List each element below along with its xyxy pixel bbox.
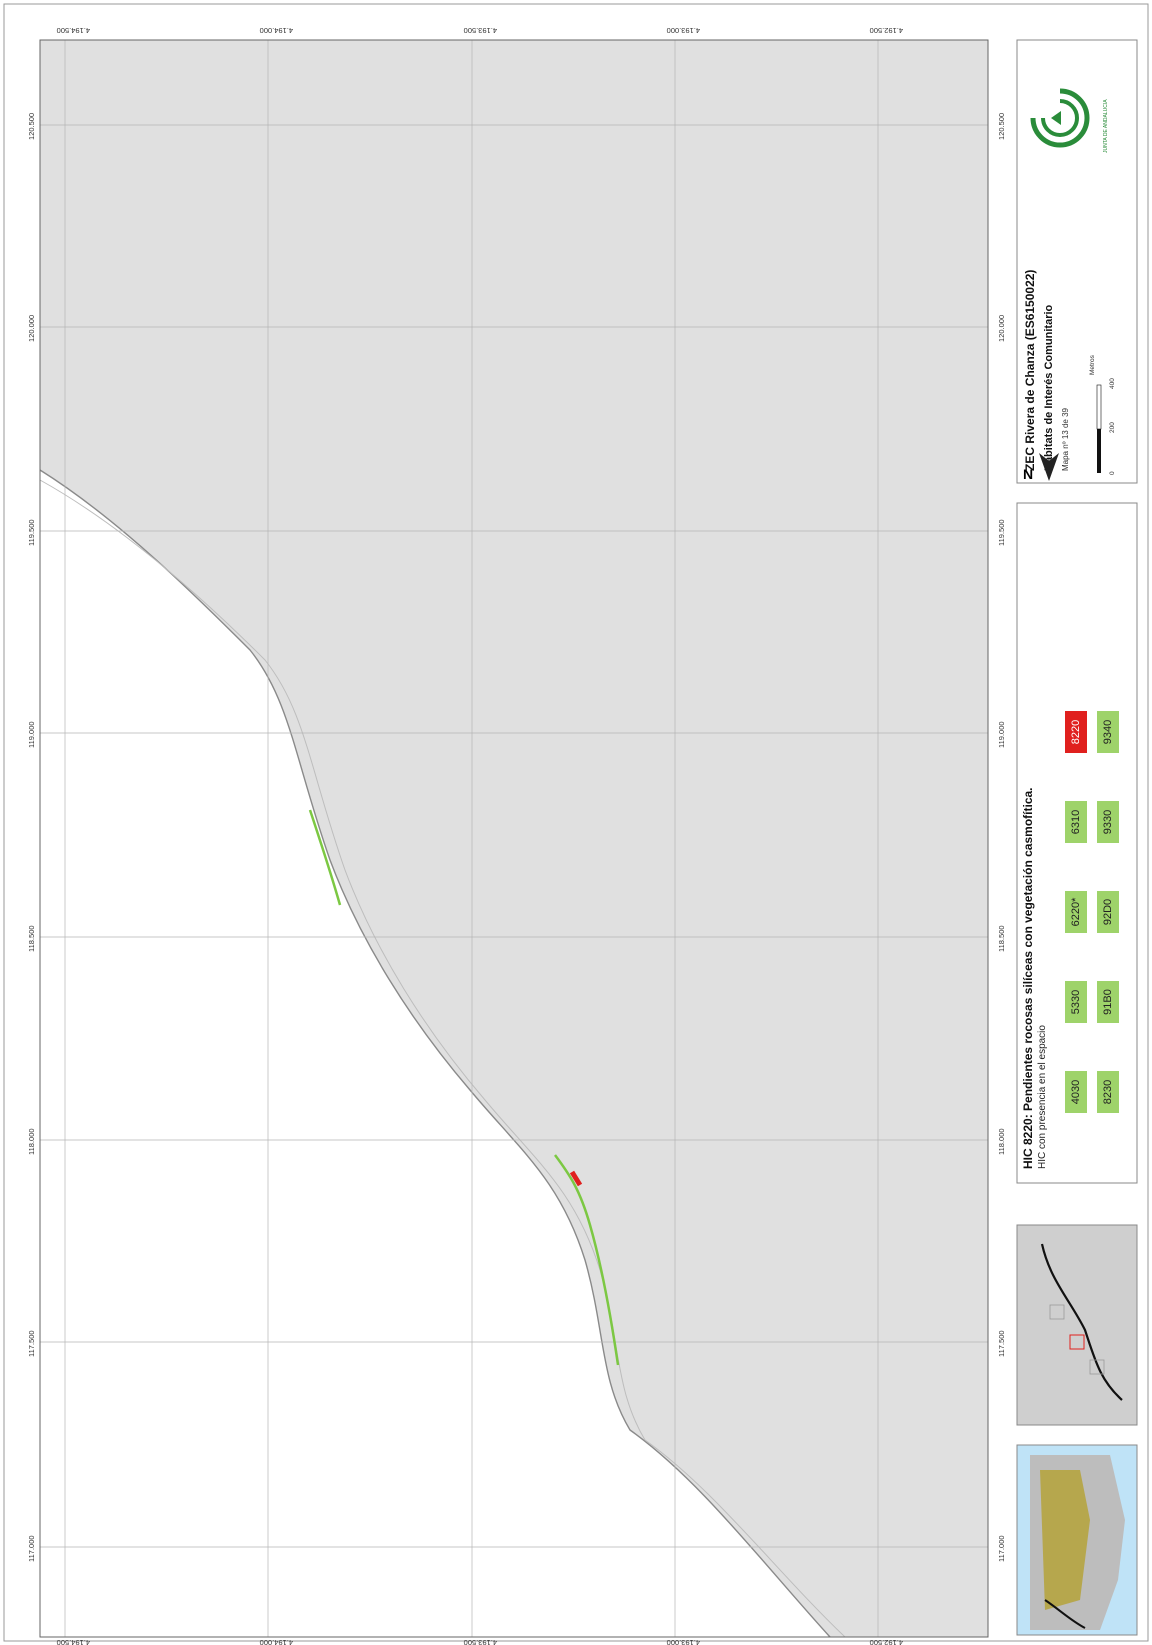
tick-x-6: 120.000 xyxy=(27,315,36,342)
tick-x-r-2: 118.000 xyxy=(997,1128,1006,1155)
hic-8220-patch xyxy=(569,1170,583,1187)
north-label: N xyxy=(1022,465,1034,482)
legend-box xyxy=(1016,502,1138,1184)
scale-200: 200 xyxy=(1109,422,1116,433)
tick-y-top-0: 4.194.500 xyxy=(57,26,90,35)
tick-y-bot-3: 4.193.000 xyxy=(667,1638,700,1645)
tick-x-r-1: 117.500 xyxy=(997,1330,1006,1357)
tick-x-3: 118.500 xyxy=(27,925,36,952)
scale-400: 400 xyxy=(1109,378,1116,389)
logo-text: JUNTA DE ANDALUCIA xyxy=(1103,99,1109,153)
tick-x-r-7: 120.500 xyxy=(997,113,1006,140)
locator-inset-zec xyxy=(1016,1224,1138,1426)
map-number: Mapa nº 13 de 39 xyxy=(1061,408,1070,471)
tick-y-top-2: 4.193.500 xyxy=(464,26,497,35)
map-title: ZEC Rivera de Chanza (ES6150022) xyxy=(1023,269,1037,471)
tick-x-r-0: 117.000 xyxy=(997,1535,1006,1562)
tick-y-top-1: 4.194.000 xyxy=(260,26,293,35)
tick-x-0: 117.000 xyxy=(27,1535,36,1562)
locator-inset-province xyxy=(1016,1444,1138,1636)
map-subtitle: Hábitats de Interés Comunitario xyxy=(1043,304,1055,471)
tick-y-top-3: 4.193.000 xyxy=(667,26,700,35)
hic-chip: 6220* xyxy=(1065,891,1087,933)
hic-chip: 9340 xyxy=(1097,711,1119,753)
hic-chip-highlight: 8220 xyxy=(1065,711,1087,753)
tick-x-7: 120.500 xyxy=(27,113,36,140)
tick-y-top-4: 4.192.500 xyxy=(870,26,903,35)
tick-x-1: 117.500 xyxy=(27,1330,36,1357)
tick-x-r-6: 120.000 xyxy=(997,315,1006,342)
tick-x-4: 119.000 xyxy=(27,721,36,748)
river-line xyxy=(39,469,831,1638)
hic-chip: 6310 xyxy=(1065,801,1087,843)
hic-chip: 5330 xyxy=(1065,981,1087,1023)
hic-chip: 91B0 xyxy=(1097,981,1119,1023)
scale-unit: Metros xyxy=(1089,355,1096,375)
hic-chip: 9330 xyxy=(1097,801,1119,843)
tick-y-bot-4: 4.192.500 xyxy=(870,1638,903,1645)
graticule xyxy=(40,40,988,1637)
tick-x-r-3: 118.500 xyxy=(997,925,1006,952)
hic-chip: 92D0 xyxy=(1097,891,1119,933)
tick-y-bot-2: 4.193.500 xyxy=(464,1638,497,1645)
tick-x-2: 118.000 xyxy=(27,1128,36,1155)
logo-icon xyxy=(1030,88,1090,148)
tick-labels: 117.000 117.500 118.000 118.500 119.000 … xyxy=(27,26,1006,1645)
hic-present-patch-1 xyxy=(308,809,342,906)
hic-chip: 4030 xyxy=(1065,1071,1087,1113)
tick-y-bot-1: 4.194.000 xyxy=(260,1638,293,1645)
scale-0: 0 xyxy=(1109,471,1116,475)
tick-x-5: 119.500 xyxy=(27,519,36,546)
hic-chip: 8230 xyxy=(1097,1071,1119,1113)
legend-subtitle: HIC con presencia en el espacio xyxy=(1037,1025,1048,1169)
outside-area xyxy=(40,470,830,1637)
tick-x-r-4: 119.000 xyxy=(997,721,1006,748)
main-map xyxy=(39,39,989,1638)
legend-title: HIC 8220: Pendientes rocosas silíceas co… xyxy=(1021,787,1035,1170)
legend-panel: HIC 8220: Pendientes rocosas silíceas co… xyxy=(1017,503,1137,1183)
hic-present-patch-2 xyxy=(553,1154,620,1366)
title-panel: ZEC Rivera de Chanza (ES6150022) Hábitat… xyxy=(1017,53,1137,483)
tick-y-bot-0: 4.194.500 xyxy=(57,1638,90,1645)
north-arrow-icon xyxy=(1039,453,1059,481)
sheet-border xyxy=(3,3,1149,1642)
scale-bar xyxy=(1096,384,1102,473)
tick-x-r-5: 119.500 xyxy=(997,519,1006,546)
river-buffer xyxy=(39,479,846,1638)
